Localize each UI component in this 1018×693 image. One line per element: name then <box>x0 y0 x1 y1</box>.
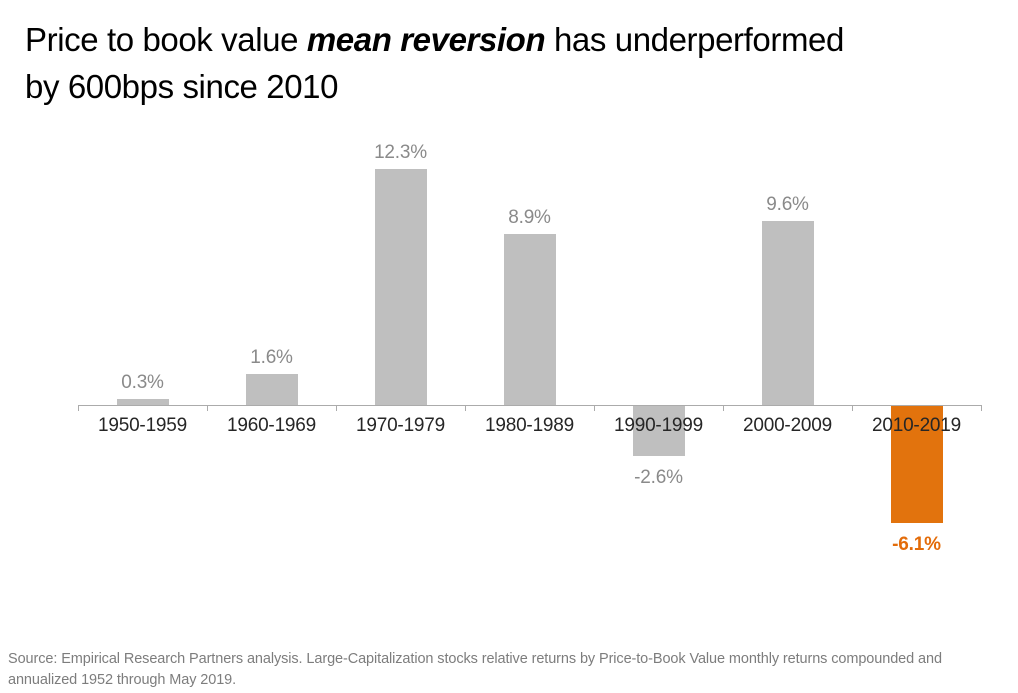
x-axis-line <box>78 405 981 406</box>
title-suffix: has underperformed <box>545 21 844 58</box>
axis-tick <box>723 405 724 411</box>
category-label-2000-2009: 2000-2009 <box>742 415 833 436</box>
chart-title-line1: Price to book value mean reversion has u… <box>25 16 844 63</box>
value-label-1960-1969: 1.6% <box>250 347 293 368</box>
bar-2010-2019 <box>890 406 943 523</box>
category-label-2010-2019: 2010-2019 <box>871 415 962 436</box>
axis-tick <box>336 405 337 411</box>
title-prefix: Price to book value <box>25 21 307 58</box>
source-note-line1: Source: Empirical Research Partners anal… <box>8 651 942 667</box>
axis-tick <box>465 405 466 411</box>
axis-tick <box>594 405 595 411</box>
axis-tick <box>981 405 982 411</box>
title-emphasis: mean reversion <box>306 21 546 58</box>
value-label-1980-1989: 8.9% <box>508 207 551 228</box>
axis-tick <box>207 405 208 411</box>
bar-2000-2009 <box>761 221 814 405</box>
category-label-1960-1969: 1960-1969 <box>226 415 317 436</box>
category-label-1970-1979: 1970-1979 <box>355 415 446 436</box>
bar-chart: 0.3% 1950-1959 1.6% 1960-1969 12.3% 1970-1979… <box>78 142 982 555</box>
value-label-2000-2009: 9.6% <box>766 194 809 215</box>
category-label-1950-1959: 1950-1959 <box>97 415 188 436</box>
axis-tick <box>852 405 853 411</box>
value-label-2010-2019: -6.1% <box>892 534 941 555</box>
axis-tick <box>78 405 79 411</box>
chart-title: Price to book value mean reversion has u… <box>25 16 844 110</box>
category-label-1990-1999: 1990-1999 <box>613 415 704 436</box>
value-label-1990-1999: -2.6% <box>634 467 683 488</box>
bar-1970-1979 <box>374 169 427 405</box>
source-note: Source: Empirical Research Partners anal… <box>8 649 942 691</box>
bar-1950-1959 <box>116 399 169 405</box>
bar-1960-1969 <box>245 374 298 405</box>
value-label-1950-1959: 0.3% <box>121 372 164 393</box>
bar-1990-1999 <box>632 406 685 456</box>
value-label-1970-1979: 12.3% <box>374 142 427 163</box>
source-note-line2: annualized 1952 through May 2019. <box>8 672 237 688</box>
category-label-1980-1989: 1980-1989 <box>484 415 575 436</box>
chart-title-line2: by 600bps since 2010 <box>25 68 339 105</box>
bar-1980-1989 <box>503 234 556 405</box>
